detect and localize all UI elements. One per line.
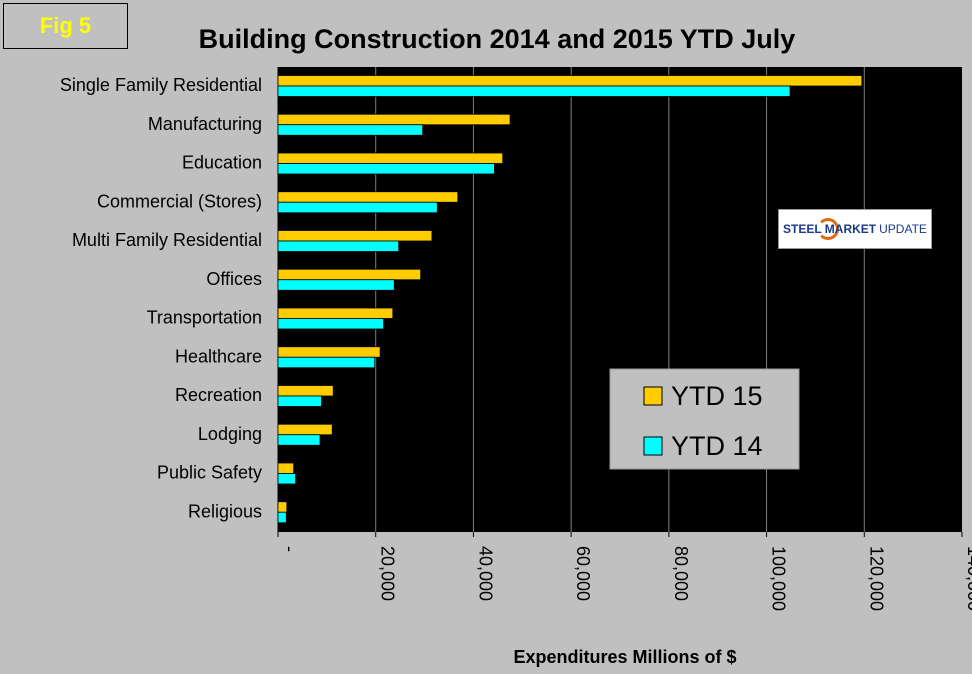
bar-ytd-14 — [277, 434, 321, 446]
category-label: Healthcare — [175, 346, 262, 366]
bar-ytd-15 — [277, 268, 422, 281]
bar-ytd-14 — [277, 124, 424, 136]
bar-ytd-14 — [277, 511, 287, 524]
bar-ytd-15 — [277, 423, 333, 436]
bar-ytd-15 — [277, 501, 288, 513]
bar-ytd-15 — [277, 385, 334, 397]
legend-label-ytd15: YTD 15 — [671, 381, 763, 411]
x-axis-label: Expenditures Millions of $ — [513, 647, 736, 667]
bar-ytd-15 — [277, 230, 433, 242]
category-label: Single Family Residential — [60, 75, 262, 95]
category-label: Recreation — [175, 385, 262, 405]
x-tick-label: - — [280, 546, 300, 552]
bar-ytd-15 — [277, 75, 863, 87]
bar-ytd-14 — [277, 201, 438, 214]
x-tick-labels: - 20,000 40,000 60,000 80,000 100,000 120,000 1… — [280, 546, 972, 611]
bar-ytd-14 — [277, 395, 322, 407]
bar-ytd-14 — [277, 240, 400, 252]
legend-box — [609, 368, 800, 470]
figure-label: Fig 5 — [3, 3, 128, 49]
chart-title: Building Construction 2014 and 2015 YTD … — [199, 24, 796, 54]
category-labels: Single Family Residential Manufacturing Ed… — [60, 75, 262, 521]
bar-ytd-14 — [277, 356, 376, 369]
bar-ytd-14 — [277, 85, 791, 97]
logo-text-secondary: UPDATE — [879, 222, 927, 236]
legend-swatch-ytd15 — [643, 386, 663, 406]
bar-ytd-14 — [277, 318, 384, 330]
legend-label-ytd14: YTD 14 — [671, 431, 763, 461]
x-tick-label: 100,000 — [769, 546, 789, 611]
x-tick-label: 140,000 — [964, 546, 972, 611]
x-tick-label: 80,000 — [671, 546, 691, 601]
x-tick-label: 120,000 — [866, 546, 886, 611]
bar-ytd-15 — [277, 191, 459, 203]
category-label: Education — [182, 153, 262, 173]
bars — [277, 75, 863, 524]
steel-market-update-logo: STEEL MARKET UPDATE — [778, 209, 932, 249]
category-label: Manufacturing — [148, 114, 262, 134]
category-label: Religious — [188, 501, 262, 521]
category-label: Public Safety — [157, 463, 262, 483]
category-label: Multi Family Residential — [72, 230, 262, 250]
category-label: Transportation — [147, 308, 262, 328]
x-tick-label: 40,000 — [475, 546, 495, 601]
bar-ytd-15 — [277, 346, 381, 358]
category-label: Lodging — [198, 424, 262, 444]
logo-text-primary: STEEL MARKET — [783, 222, 877, 236]
x-tick-label: 20,000 — [378, 546, 398, 601]
legend: YTD 15 YTD 14 — [609, 368, 800, 470]
legend-swatch-ytd14 — [643, 436, 663, 456]
bar-ytd-15 — [277, 113, 511, 126]
bar-ytd-15 — [277, 307, 394, 319]
bar-ytd-14 — [277, 473, 296, 485]
bar-ytd-14 — [277, 163, 495, 175]
bar-ytd-15 — [277, 152, 504, 164]
category-label: Commercial (Stores) — [97, 191, 262, 211]
category-label: Offices — [206, 269, 262, 289]
x-tick-label: 60,000 — [573, 546, 593, 601]
bar-ytd-14 — [277, 279, 395, 291]
bar-ytd-15 — [277, 462, 295, 474]
logo-ring-icon — [817, 218, 839, 240]
